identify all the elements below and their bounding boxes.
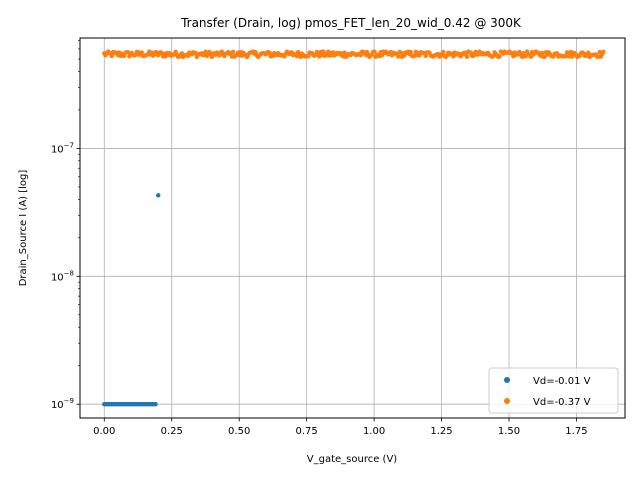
- x-tick-label: 0.25: [161, 426, 183, 437]
- data-point-series-2: [601, 49, 606, 55]
- y-tick-label: 10−7: [51, 141, 74, 155]
- legend-label-series-1: Vd=-0.01 V: [533, 376, 591, 387]
- x-tick-label: 1.75: [565, 426, 587, 437]
- x-tick-label: 1.00: [363, 426, 385, 437]
- data-point-series-2: [441, 49, 446, 55]
- data-point-series-2: [342, 50, 347, 55]
- data-point-series-2: [139, 50, 145, 55]
- x-tick-label: 1.50: [498, 426, 520, 437]
- data-point-series-2: [230, 49, 236, 55]
- data-point-series-1: [153, 402, 158, 407]
- data-point-series-2: [209, 54, 215, 60]
- data-point-series-2: [423, 53, 428, 59]
- data-point-series-1: [156, 193, 161, 198]
- data-point-series-2: [358, 53, 363, 58]
- data-point-series-2: [321, 49, 326, 54]
- x-axis-ticks: 0.00 0.25 0.50 0.75 1.00 1.25 1.50 1.75: [93, 418, 588, 437]
- grid: [80, 38, 625, 418]
- data-point-series-2: [412, 53, 417, 58]
- y-axis-label: Drain_Source I (A) [log]: [18, 170, 29, 287]
- data-point-series-2: [539, 50, 545, 56]
- data-point-series-2: [305, 54, 311, 59]
- x-tick-label: 1.25: [430, 426, 452, 437]
- data-point-series-2: [408, 49, 413, 55]
- legend-marker-series-1: [504, 377, 510, 383]
- data-point-series-2: [464, 54, 470, 59]
- y-axis-ticks: 10−9 10−8 10−7: [51, 40, 80, 411]
- data-point-series-2: [497, 54, 502, 59]
- data-point-series-2: [109, 53, 114, 59]
- legend-marker-series-2: [504, 398, 510, 404]
- data-points: [102, 49, 606, 407]
- x-axis-label: V_gate_source (V): [307, 454, 398, 465]
- plot-frame: [79, 37, 626, 419]
- y-tick-label: 10−8: [51, 269, 74, 283]
- chart-title: Transfer (Drain, log) pmos_FET_len_20_wi…: [180, 16, 522, 30]
- data-point-series-2: [364, 49, 370, 55]
- x-tick-label: 0.00: [93, 426, 115, 437]
- x-tick-label: 0.75: [296, 426, 318, 437]
- legend-box: [488, 367, 619, 414]
- legend: Vd=-0.01 V Vd=-0.37 V: [488, 367, 619, 414]
- data-point-series-2: [314, 49, 320, 55]
- x-tick-label: 0.50: [228, 426, 250, 437]
- data-point-series-2: [396, 54, 401, 59]
- y-tick-label: 10−9: [51, 397, 74, 411]
- data-point-series-2: [372, 49, 377, 54]
- data-point-series-2: [569, 54, 575, 59]
- legend-label-series-2: Vd=-0.37 V: [533, 397, 591, 408]
